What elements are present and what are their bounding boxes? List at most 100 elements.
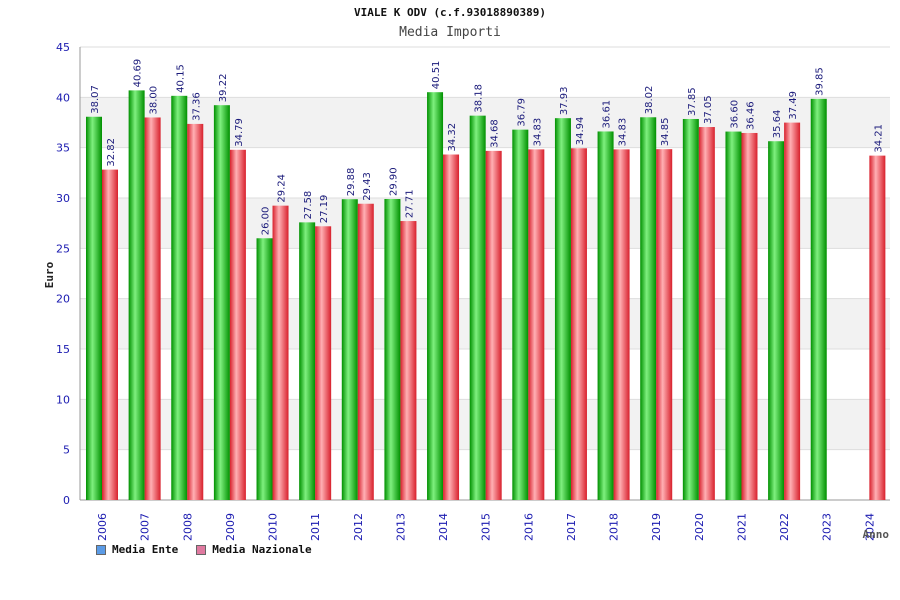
bar-media-nazionale <box>400 221 417 500</box>
bar-media-nazionale <box>443 154 460 500</box>
bar-media-nazionale <box>272 205 289 500</box>
data-label: 34.79 <box>234 118 245 147</box>
x-tick-label: 2013 <box>394 513 407 541</box>
data-label: 40.51 <box>431 61 442 90</box>
bar-media-nazionale <box>357 203 374 500</box>
y-axis-label: Euro <box>43 261 56 288</box>
data-label: 37.93 <box>559 87 570 116</box>
x-tick-label: 2007 <box>139 513 152 541</box>
bar-media-nazionale <box>784 122 801 500</box>
x-tick-label: 2014 <box>437 513 450 541</box>
bar-media-ente <box>597 131 614 500</box>
x-tick-label: 2006 <box>96 513 109 541</box>
x-tick-label: 2012 <box>352 513 365 541</box>
x-tick-label: 2008 <box>181 513 194 541</box>
bar-media-ente <box>640 117 657 501</box>
data-label: 38.18 <box>474 84 485 113</box>
legend-swatch-ente <box>96 544 106 555</box>
y-tick-label: 40 <box>56 91 70 104</box>
bar-media-ente <box>512 129 529 500</box>
x-tick-label: 2017 <box>565 513 578 541</box>
legend-label-ente: Media Ente <box>112 543 179 556</box>
data-label: 38.00 <box>149 86 160 115</box>
bar-media-nazionale <box>187 123 204 500</box>
y-tick-label: 25 <box>56 242 70 255</box>
bar-media-ente <box>384 199 401 501</box>
bar-media-ente <box>427 92 444 500</box>
y-tick-label: 10 <box>56 393 70 406</box>
grid-band <box>80 47 890 98</box>
data-label: 29.88 <box>346 168 357 197</box>
x-axis-label: Anno <box>863 528 890 541</box>
data-label: 27.58 <box>303 191 314 220</box>
y-tick-label: 35 <box>56 142 70 155</box>
data-label: 36.46 <box>745 101 756 130</box>
data-label: 36.61 <box>602 100 613 129</box>
chart-title: VIALE K ODV (c.f.93018890389) <box>353 6 547 19</box>
x-tick-label: 2021 <box>735 513 748 541</box>
data-label: 34.85 <box>660 118 671 147</box>
data-label: 37.36 <box>191 92 202 121</box>
legend: Media Ente Media Nazionale <box>96 543 312 556</box>
x-tick-label: 2009 <box>224 513 237 541</box>
data-label: 37.49 <box>788 91 799 120</box>
data-label: 39.22 <box>218 74 229 103</box>
bar-media-nazionale <box>613 149 630 501</box>
bar-media-nazionale <box>570 148 587 500</box>
x-tick-label: 2015 <box>480 513 493 541</box>
data-label: 34.21 <box>873 124 884 153</box>
y-tick-label: 45 <box>56 41 70 54</box>
data-label: 34.83 <box>618 118 629 147</box>
bar-media-ente <box>725 131 742 500</box>
data-label: 34.68 <box>490 119 501 148</box>
bar-media-ente <box>256 238 273 500</box>
bar-media-nazionale <box>656 149 673 500</box>
bar-media-ente <box>171 95 188 500</box>
data-label: 34.94 <box>575 117 586 146</box>
bar-media-ente <box>768 141 785 500</box>
bar-media-nazionale <box>698 127 715 500</box>
bar-media-ente <box>469 115 486 500</box>
x-tick-label: 2023 <box>821 513 834 541</box>
data-label: 35.64 <box>772 110 783 139</box>
y-tick-label: 30 <box>56 192 70 205</box>
data-label: 27.19 <box>319 195 330 224</box>
bar-media-nazionale <box>229 149 246 500</box>
data-label: 34.32 <box>447 123 458 152</box>
bar-media-ente <box>682 118 699 500</box>
data-label: 36.79 <box>516 98 527 127</box>
data-label: 34.83 <box>532 118 543 147</box>
bar-media-nazionale <box>869 155 886 501</box>
bar-media-nazionale <box>485 150 502 500</box>
legend-swatch-nazionale <box>196 544 207 555</box>
bar-media-ente <box>86 116 102 501</box>
data-label: 40.15 <box>175 64 186 93</box>
x-tick-label: 2022 <box>778 513 791 541</box>
legend-label-nazionale: Media Nazionale <box>212 543 312 556</box>
bar-media-nazionale <box>144 117 161 500</box>
y-tick-label: 20 <box>56 293 70 306</box>
x-tick-label: 2024 <box>863 513 876 541</box>
data-label: 37.05 <box>703 95 714 124</box>
x-tick-label: 2018 <box>608 513 621 541</box>
x-tick-label: 2016 <box>522 513 535 541</box>
bar-media-ente <box>554 118 571 501</box>
legend-item-nazionale: Media Nazionale <box>196 543 312 556</box>
bar-media-ente <box>810 98 827 501</box>
data-label: 40.69 <box>133 59 144 88</box>
chart-subtitle: Media Importi <box>399 25 501 40</box>
data-label: 39.85 <box>815 67 826 96</box>
legend-item-ente: Media Ente <box>96 543 178 556</box>
data-label: 26.00 <box>261 207 272 236</box>
data-label: 38.02 <box>644 86 655 115</box>
bar-media-ente <box>341 199 358 500</box>
bar-media-nazionale <box>741 132 758 500</box>
bar-media-ente <box>299 222 316 500</box>
bar-media-ente <box>128 90 145 501</box>
x-tick-label: 2020 <box>693 513 706 541</box>
bar-media-nazionale <box>102 169 118 500</box>
data-label: 29.90 <box>388 167 399 196</box>
data-label: 37.85 <box>687 87 698 116</box>
data-label: 29.24 <box>277 174 288 203</box>
